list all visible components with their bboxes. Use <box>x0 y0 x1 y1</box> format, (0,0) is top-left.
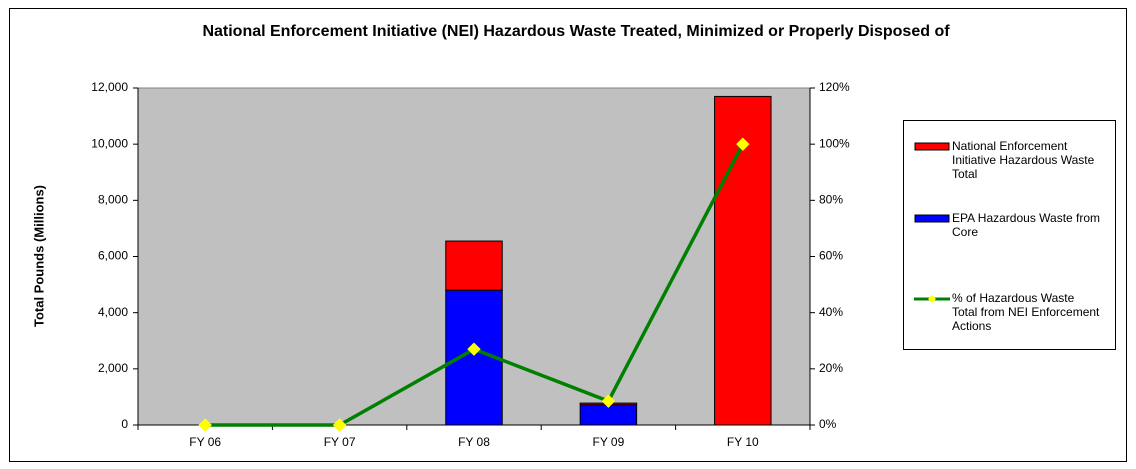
y-tick-label: 12,000 <box>91 80 128 94</box>
line-marker <box>467 342 481 356</box>
x-tick-label: FY 06 <box>189 435 221 449</box>
y-tick-label: 6,000 <box>98 249 128 263</box>
y-tick-label: 10,000 <box>91 136 128 150</box>
legend-swatch-marker <box>928 295 936 303</box>
line-marker <box>601 394 616 408</box>
bar-segment <box>445 240 503 291</box>
line-marker <box>332 418 347 432</box>
legend-label: National Enforcement Initiative Hazardou… <box>952 139 1095 181</box>
y-axis-label: Total Pounds (Millions) <box>31 185 46 327</box>
legend-swatch-rect <box>914 214 950 223</box>
y2-tick-label: 120% <box>819 80 850 94</box>
y2-tick-label: 0% <box>819 417 837 431</box>
x-tick-label: FY 07 <box>324 435 356 449</box>
line-marker <box>198 418 212 432</box>
bar-segment <box>714 95 772 426</box>
y-tick-label: 4,000 <box>98 305 128 319</box>
y-tick-label: 8,000 <box>98 193 128 207</box>
line-marker <box>736 137 750 151</box>
y2-tick-label: 80% <box>819 193 843 207</box>
legend-swatch-rect <box>914 142 950 151</box>
x-tick-label: FY 10 <box>727 435 759 449</box>
x-tick-label: FY 09 <box>592 435 624 449</box>
y-tick-label: 0 <box>121 417 128 431</box>
legend-swatch <box>914 142 950 151</box>
y2-tick-label: 40% <box>819 305 843 319</box>
legend-label: EPA Hazardous Waste from Core <box>952 211 1101 239</box>
y-tick-label: 2,000 <box>98 361 128 375</box>
legend-swatch <box>914 295 950 303</box>
y2-tick-label: 20% <box>819 361 843 375</box>
chart-title: National Enforcement Initiative (NEI) Ha… <box>202 23 950 40</box>
x-tick-label: FY 08 <box>458 435 490 449</box>
legend-swatch <box>914 214 950 223</box>
y2-tick-label: 60% <box>819 249 843 263</box>
y2-tick-label: 100% <box>819 136 850 150</box>
legend-label: % of Hazardous Waste Total from NEI Enfo… <box>952 291 1100 333</box>
legend: National Enforcement Initiative Hazardou… <box>903 120 1116 350</box>
